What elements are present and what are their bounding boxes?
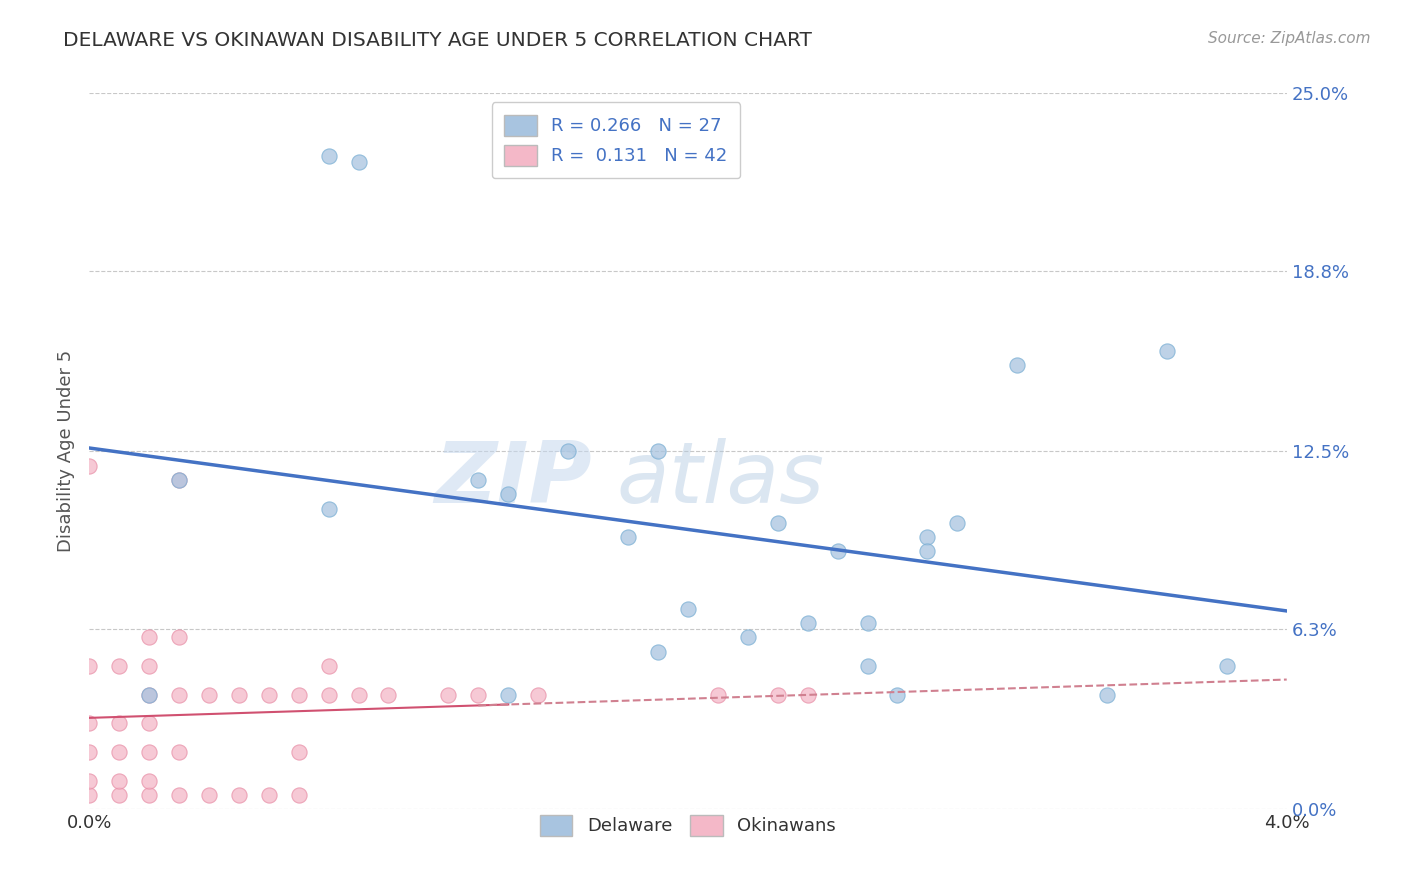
Point — [167, 631, 190, 645]
Point — [527, 688, 550, 702]
Text: Source: ZipAtlas.com: Source: ZipAtlas.com — [1208, 31, 1371, 46]
Point — [257, 788, 280, 802]
Point — [138, 773, 160, 788]
Point — [77, 716, 100, 731]
Point — [766, 688, 789, 702]
Point — [557, 444, 579, 458]
Point — [796, 615, 818, 630]
Point — [138, 631, 160, 645]
Point — [347, 688, 370, 702]
Point — [77, 458, 100, 473]
Text: DELAWARE VS OKINAWAN DISABILITY AGE UNDER 5 CORRELATION CHART: DELAWARE VS OKINAWAN DISABILITY AGE UNDE… — [63, 31, 813, 50]
Legend: Delaware, Okinawans: Delaware, Okinawans — [533, 808, 844, 843]
Point — [108, 716, 131, 731]
Point — [827, 544, 849, 558]
Point — [138, 688, 160, 702]
Point — [1216, 659, 1239, 673]
Point — [77, 788, 100, 802]
Point — [1095, 688, 1118, 702]
Point — [138, 659, 160, 673]
Y-axis label: Disability Age Under 5: Disability Age Under 5 — [58, 351, 75, 552]
Point — [167, 788, 190, 802]
Point — [318, 149, 340, 163]
Point — [108, 788, 131, 802]
Point — [617, 530, 640, 544]
Point — [138, 716, 160, 731]
Point — [707, 688, 730, 702]
Point — [647, 444, 669, 458]
Point — [496, 487, 519, 501]
Point — [1005, 359, 1028, 373]
Point — [496, 688, 519, 702]
Point — [138, 688, 160, 702]
Point — [377, 688, 399, 702]
Point — [108, 745, 131, 759]
Point — [287, 788, 309, 802]
Point — [138, 788, 160, 802]
Point — [318, 501, 340, 516]
Point — [138, 745, 160, 759]
Point — [167, 473, 190, 487]
Point — [228, 688, 250, 702]
Text: ZIP: ZIP — [434, 438, 592, 522]
Point — [77, 745, 100, 759]
Point — [796, 688, 818, 702]
Point — [437, 688, 460, 702]
Point — [287, 745, 309, 759]
Point — [318, 659, 340, 673]
Point — [167, 473, 190, 487]
Point — [167, 688, 190, 702]
Point — [77, 659, 100, 673]
Point — [886, 688, 908, 702]
Point — [108, 659, 131, 673]
Point — [77, 773, 100, 788]
Point — [257, 688, 280, 702]
Point — [287, 688, 309, 702]
Point — [228, 788, 250, 802]
Point — [917, 544, 939, 558]
Point — [467, 688, 489, 702]
Text: atlas: atlas — [616, 438, 824, 522]
Point — [108, 773, 131, 788]
Point — [647, 645, 669, 659]
Point — [676, 601, 699, 615]
Point — [1156, 344, 1178, 359]
Point — [946, 516, 969, 530]
Point — [917, 530, 939, 544]
Point — [467, 473, 489, 487]
Point — [198, 788, 221, 802]
Point — [856, 615, 879, 630]
Point — [318, 688, 340, 702]
Point — [198, 688, 221, 702]
Point — [737, 631, 759, 645]
Point — [347, 155, 370, 169]
Point — [167, 745, 190, 759]
Point — [766, 516, 789, 530]
Point — [856, 659, 879, 673]
